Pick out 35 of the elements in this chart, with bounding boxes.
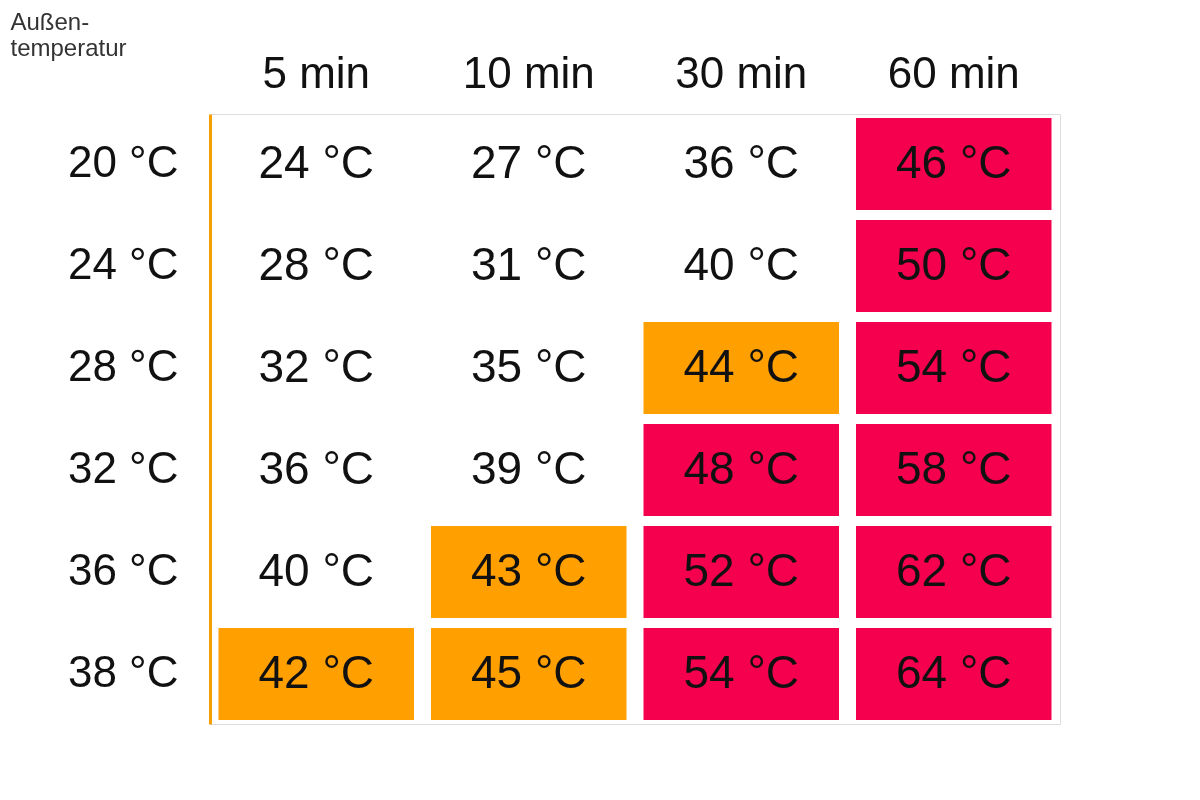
data-label: 46 °C [895,135,1012,188]
data-label: 36 °C [683,135,800,188]
data-label: 36 °C [258,442,375,494]
y-tick-label: 28 °C [67,341,179,390]
x-tick-label: 30 min [675,47,808,97]
data-label: 62 °C [895,544,1012,597]
data-label: 58 °C [895,442,1012,494]
data-label: 64 °C [895,646,1012,699]
data-label: 24 °C [258,135,375,188]
data-label: 31 °C [470,237,587,290]
y-tick-label: 38 °C [67,647,179,697]
x-tick-label: 5 min [262,47,371,97]
data-label: 45 °C [470,646,587,699]
x-tick-label: 10 min [462,47,595,97]
y-tick-label: 24 °C [67,238,179,288]
data-label: 54 °C [683,646,800,699]
data-label: 44 °C [683,340,800,392]
y-tick-label: 32 °C [67,443,179,492]
data-label: 54 °C [895,340,1012,392]
data-label: 27 °C [470,135,587,188]
data-label: 32 °C [258,340,375,392]
data-label: 40 °C [683,237,800,290]
data-label: 35 °C [470,340,587,392]
x-tick-label: 60 min [887,47,1020,97]
data-label: 43 °C [470,544,587,597]
data-label: 50 °C [895,237,1012,290]
y-tick-label: 36 °C [67,545,179,595]
data-label: 39 °C [470,442,587,494]
data-label: 42 °C [258,646,375,699]
data-label: 52 °C [683,544,800,597]
data-label: 48 °C [683,442,800,494]
y-axis-title: Außen- temperatur [10,7,127,61]
data-label: 28 °C [258,237,375,290]
data-label: 40 °C [258,544,375,597]
y-tick-label: 20 °C [67,136,179,186]
